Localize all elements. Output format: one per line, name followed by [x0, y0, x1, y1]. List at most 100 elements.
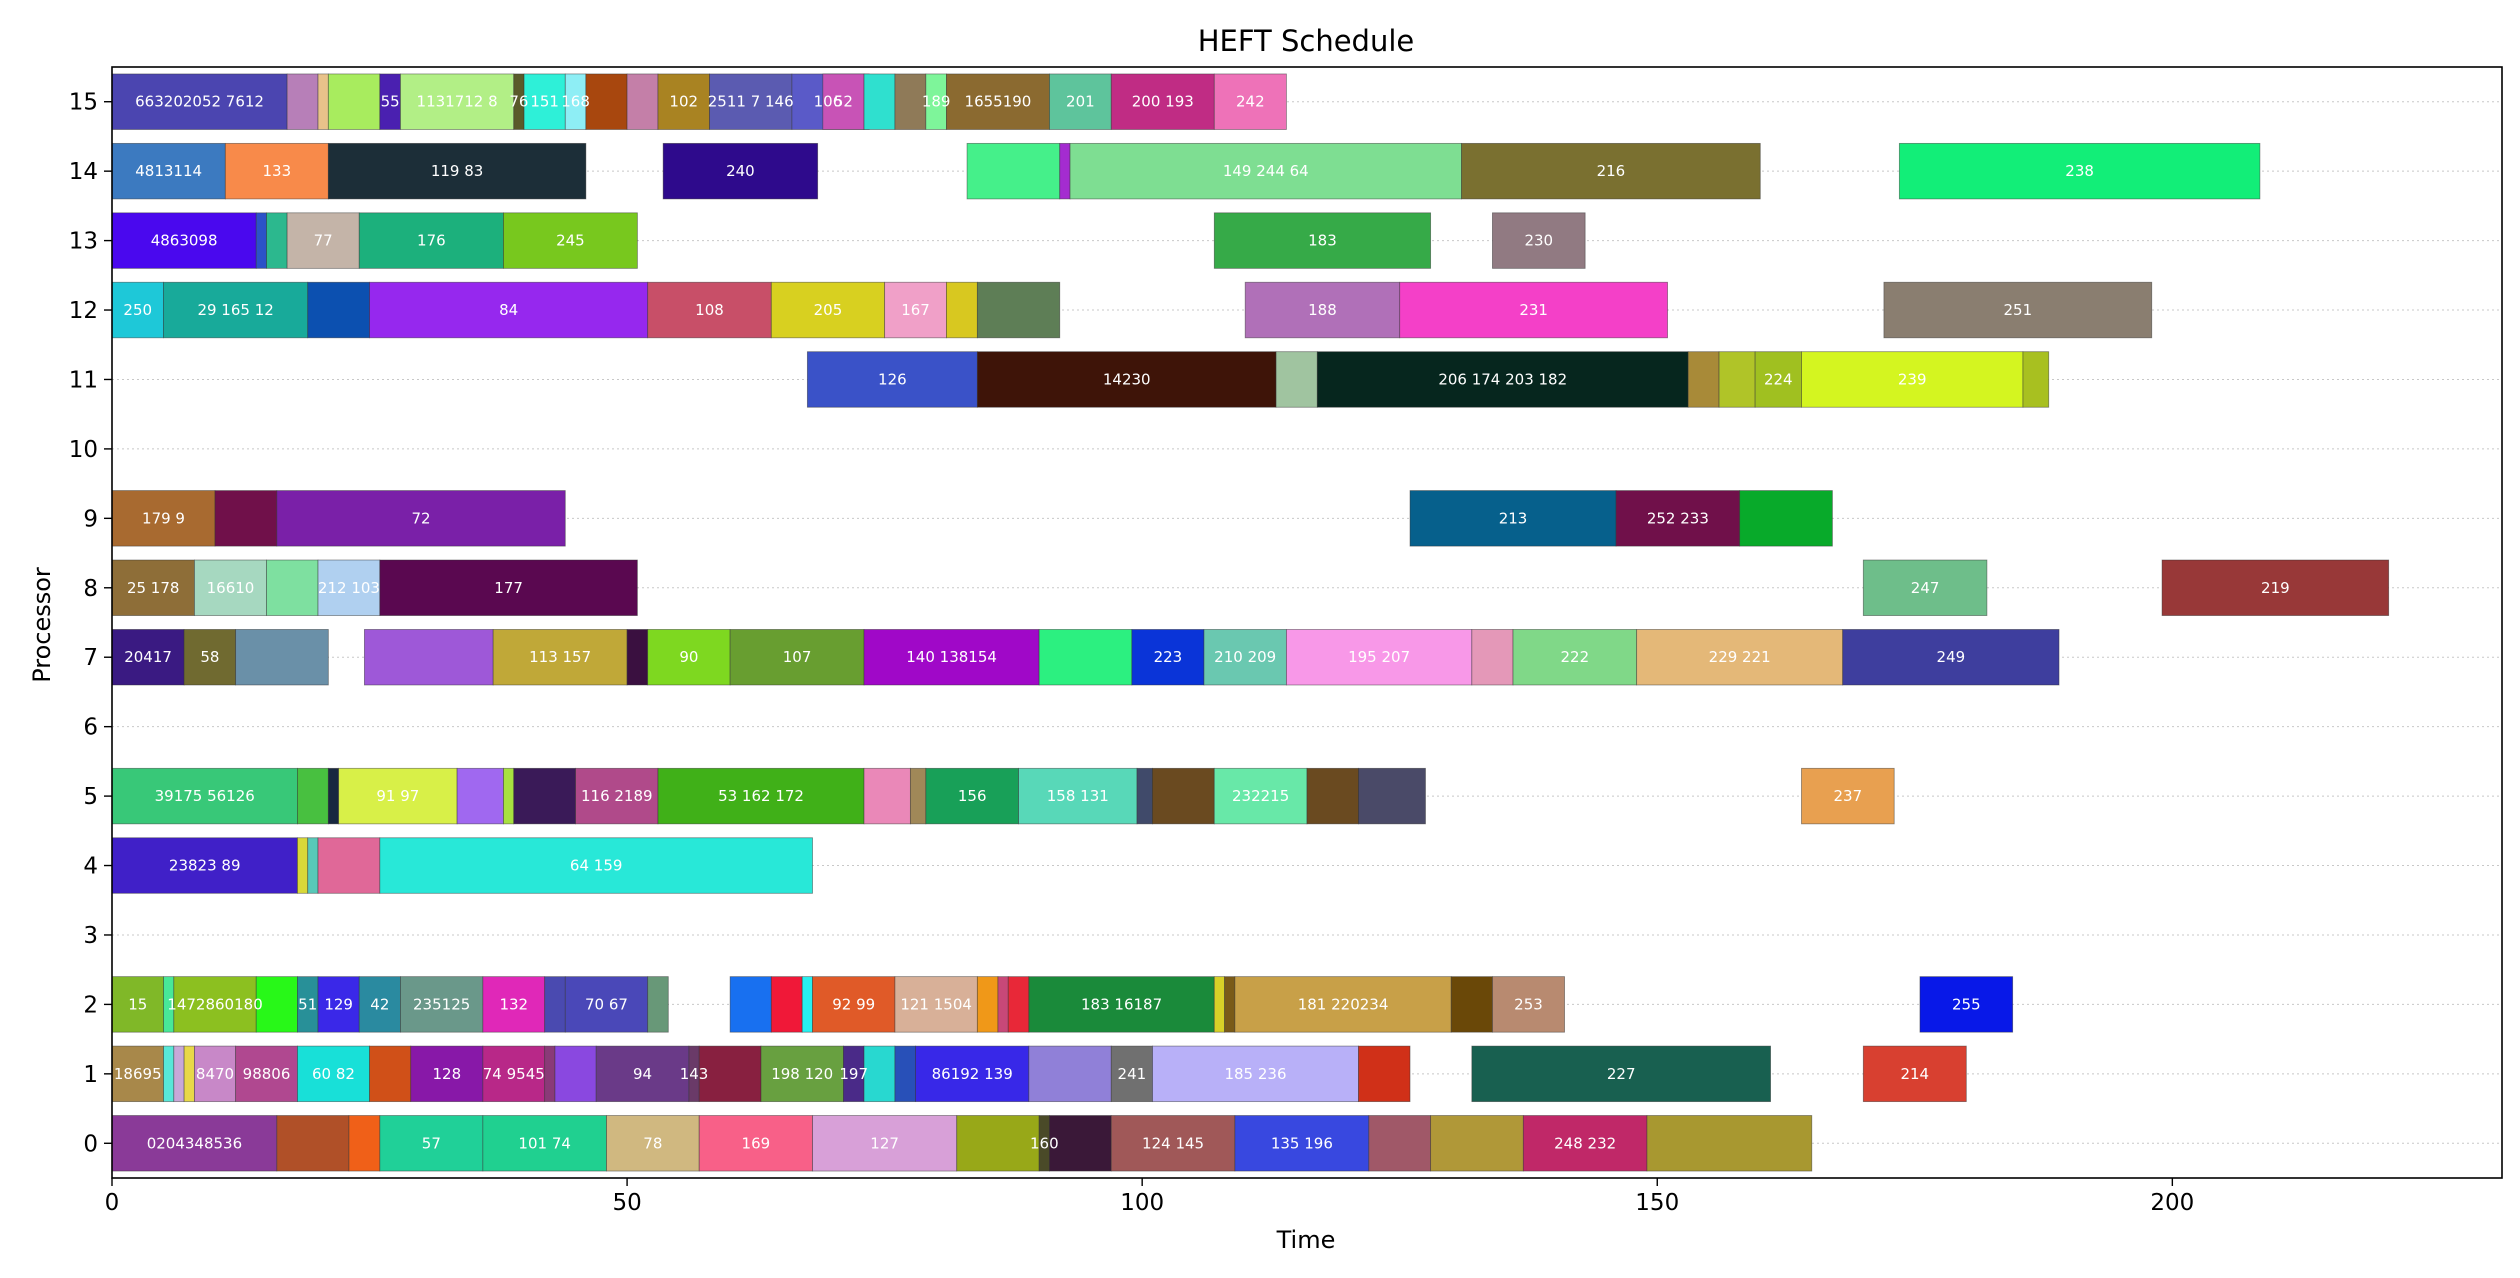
task-bar: [806, 351, 978, 408]
task-bar: [1492, 212, 1586, 269]
task-label: 230: [1524, 232, 1553, 250]
y-tick-label: 2: [83, 992, 98, 1018]
task-bar: [286, 212, 360, 269]
task-label: 132: [499, 995, 528, 1013]
task-bar: [1801, 767, 1895, 825]
task-bar: [379, 837, 813, 894]
y-tick-label: 6: [83, 715, 98, 741]
task-label: 201: [1066, 93, 1095, 111]
task-label: 240: [726, 162, 755, 180]
plot-frame: [111, 66, 2503, 1179]
task-label: 1131712 8: [417, 93, 498, 111]
task-label: 25 178: [127, 579, 180, 597]
task-bar: [1718, 351, 1756, 408]
task-bar: [909, 767, 927, 825]
task-label: 16610: [207, 579, 255, 597]
task-label: 64 159: [570, 857, 623, 875]
task-bar: [111, 281, 164, 339]
task-bar: [770, 281, 886, 339]
task-label: 4813114: [135, 162, 202, 180]
task-bar: [255, 976, 298, 1033]
task-bar: [544, 976, 566, 1033]
task-bar: [286, 73, 319, 130]
task-bar: [1028, 1045, 1112, 1103]
task-label: 84: [499, 301, 518, 319]
task-bar: [173, 976, 257, 1033]
task-label: 181 220234: [1298, 995, 1389, 1013]
chart-title: HEFT Schedule: [1198, 24, 1415, 58]
task-bar: [1358, 767, 1426, 825]
task-bar: [224, 142, 329, 200]
task-bar: [966, 142, 1061, 200]
task-label: 78: [643, 1134, 662, 1152]
task-bar: [956, 1115, 1040, 1172]
task-bar: [111, 767, 298, 825]
task-label: 183: [1308, 232, 1337, 250]
task-label: 168: [561, 93, 590, 111]
task-bar: [1471, 1045, 1771, 1103]
task-bar: [1461, 142, 1761, 200]
task-bar: [1883, 281, 2153, 339]
task-bar: [1358, 1045, 1411, 1103]
task-bar: [183, 1045, 195, 1103]
task-bar: [1430, 1115, 1524, 1172]
task-bar: [111, 73, 288, 130]
task-label: 179 9: [142, 509, 185, 527]
task-bar: [606, 1115, 700, 1172]
task-label: 1472860180: [167, 995, 262, 1013]
task-label: 227: [1607, 1065, 1636, 1083]
task-bar: [297, 1045, 370, 1103]
task-bar: [1842, 629, 2060, 686]
task-label: 195 207: [1348, 648, 1410, 666]
y-tick-label: 1: [83, 1062, 98, 1088]
task-label: 133: [263, 162, 292, 180]
y-tick-label: 13: [69, 229, 98, 255]
task-bar: [1646, 1115, 1813, 1172]
task-bar: [729, 976, 772, 1033]
task-bar: [657, 767, 865, 825]
task-bar: [266, 212, 288, 269]
task-bar: [976, 976, 999, 1033]
task-label: 70 67: [585, 995, 628, 1013]
task-bar: [348, 1115, 381, 1172]
task-bar: [173, 1045, 185, 1103]
task-bar: [1038, 629, 1133, 686]
x-tick-label: 50: [612, 1190, 641, 1216]
task-bar: [760, 1045, 844, 1103]
task-label: 231: [1519, 301, 1548, 319]
task-bar: [1136, 767, 1153, 825]
task-bar: [1213, 212, 1432, 269]
task-label: 0204348536: [147, 1134, 242, 1152]
task-label: 213: [1499, 509, 1528, 527]
task-label: 214: [1900, 1065, 1929, 1083]
task-bar: [317, 73, 329, 130]
task-label: 160: [1030, 1134, 1059, 1152]
task-bar: [456, 767, 504, 825]
task-bar: [863, 73, 896, 130]
task-bar: [1028, 976, 1215, 1033]
task-bar: [1492, 976, 1565, 1033]
task-label: 72: [412, 509, 431, 527]
task-bar: [1059, 142, 1071, 200]
task-bar: [307, 281, 370, 339]
task-bar: [327, 73, 381, 130]
task-label: 188: [1308, 301, 1337, 319]
task-label: 121 1504: [900, 995, 972, 1013]
y-tick-label: 7: [83, 645, 98, 671]
task-bar: [214, 490, 278, 547]
task-label: 663202052 7612: [135, 93, 264, 111]
task-label: 74 9545: [483, 1065, 545, 1083]
task-label: 8470: [196, 1065, 234, 1083]
task-label: 248 232: [1554, 1134, 1616, 1152]
task-label: 129: [324, 995, 353, 1013]
task-bar: [709, 73, 793, 130]
task-bar: [1213, 976, 1225, 1033]
task-label: 57: [422, 1134, 441, 1152]
task-bar: [915, 1045, 1030, 1103]
task-bars: [111, 73, 2390, 1172]
task-bar: [111, 490, 216, 547]
task-label: 200 193: [1132, 93, 1194, 111]
task-label: 232215: [1232, 787, 1289, 805]
task-label: 2511 7 146: [708, 93, 794, 111]
task-bar: [863, 767, 911, 825]
